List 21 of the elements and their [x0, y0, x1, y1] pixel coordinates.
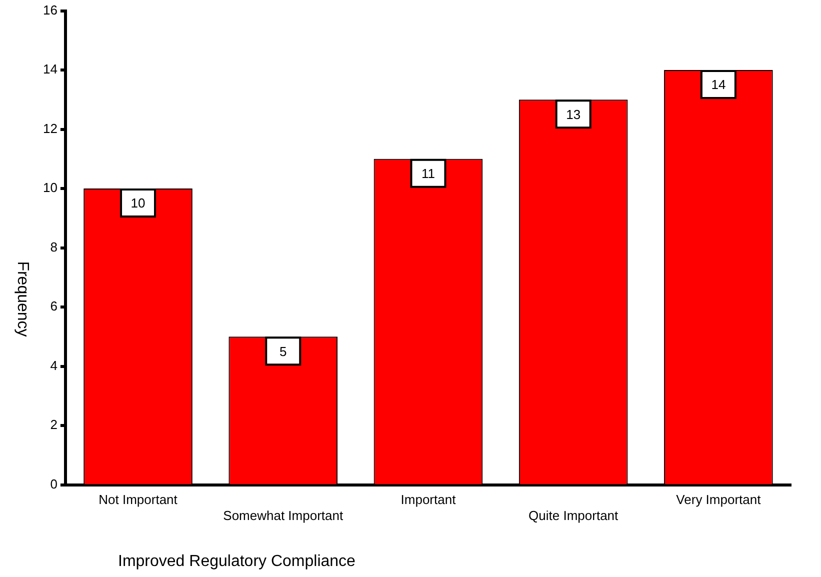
y-tick-label: 16 [42, 2, 58, 18]
x-axis-title: Improved Regulatory Compliance [118, 553, 356, 571]
x-tick-label: Quite Important [528, 508, 619, 523]
y-tick-label: 10 [42, 180, 58, 196]
data-label: 5 [280, 344, 287, 359]
y-tick-label: 2 [50, 417, 58, 432]
y-axis-title: Frequency [13, 260, 31, 339]
x-tick-label: Very Important [676, 492, 762, 508]
y-tick-label: 14 [42, 62, 58, 77]
data-label: 10 [130, 196, 146, 211]
data-label: 13 [566, 106, 581, 122]
y-tick-label: 12 [42, 120, 58, 136]
y-tick-label: 0 [50, 476, 58, 492]
y-tick-label: 4 [50, 358, 58, 373]
x-tick-label: Important [400, 492, 456, 508]
y-tick-label: 6 [50, 298, 58, 314]
data-label: 11 [421, 166, 435, 182]
x-tick-label: Not Important [98, 492, 178, 508]
x-tick-label: Somewhat Important [223, 508, 344, 523]
y-tick-label: 8 [50, 239, 58, 254]
data-label: 14 [711, 77, 726, 92]
